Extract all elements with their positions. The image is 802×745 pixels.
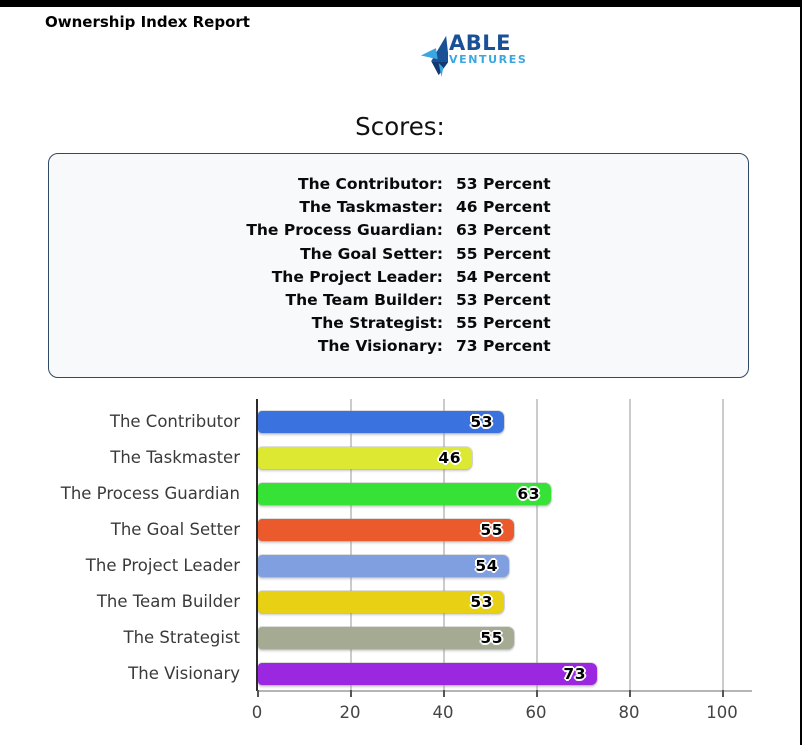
- score-label: The Contributor:: [298, 175, 444, 193]
- chart-x-axis-line: [257, 690, 752, 692]
- top-border: [0, 0, 802, 7]
- score-label: The Process Guardian:: [246, 221, 444, 240]
- scores-table: The Contributor: 53 Percent The Taskmaster…: [246, 173, 550, 359]
- score-row: The Contributor: 53 Percent: [246, 173, 551, 196]
- bar-value-the-process-guardian: 63: [517, 485, 540, 503]
- scores-box: The Contributor: 53 Percent The Taskmaster…: [48, 153, 749, 378]
- x-tick-100: [722, 690, 724, 697]
- score-row: The Process Guardian: 63 Percent: [246, 219, 550, 242]
- score-value: 53 Percent: [456, 175, 551, 193]
- bar-the-team-builder: 53: [258, 591, 504, 613]
- category-label-the-project-leader: The Project Leader: [85, 556, 240, 575]
- chart-category-labels: The Contributor The Taskmaster The Process…: [0, 399, 240, 691]
- logo-subname: VENTURES: [449, 53, 528, 66]
- gridline-40: [443, 399, 445, 691]
- x-tick-label-100: 100: [706, 703, 738, 722]
- category-label-the-team-builder: The Team Builder: [96, 592, 240, 611]
- bar-the-taskmaster: 46: [258, 447, 472, 469]
- category-label-the-taskmaster: The Taskmaster: [110, 448, 240, 467]
- x-tick-60: [536, 690, 538, 697]
- category-label-the-process-guardian: The Process Guardian: [60, 484, 240, 503]
- score-label: The Goal Setter:: [300, 244, 444, 263]
- bar-the-goal-setter: 55: [258, 519, 514, 541]
- score-row: The Team Builder: 53 Percent: [246, 289, 551, 312]
- category-label-the-visionary: The Visionary: [128, 664, 240, 683]
- score-label: The Taskmaster:: [299, 198, 444, 217]
- x-tick-label-60: 60: [525, 703, 547, 722]
- score-label: The Visionary:: [317, 337, 444, 356]
- score-value: 63 Percent: [456, 221, 551, 240]
- bar-value-the-taskmaster: 46: [438, 449, 461, 467]
- bar-value-the-goal-setter: 55: [480, 521, 503, 539]
- bar-value-the-strategist: 55: [480, 629, 503, 647]
- bar-the-strategist: 55: [258, 627, 514, 649]
- bar-value-the-contributor: 53: [470, 413, 493, 431]
- scores-heading: Scores:: [355, 112, 445, 141]
- score-value: 73 Percent: [456, 337, 551, 356]
- gridline-20: [350, 399, 352, 691]
- bar-value-the-visionary: 73: [563, 665, 586, 683]
- x-tick-20: [350, 690, 352, 697]
- gridline-80: [629, 399, 631, 691]
- score-value: 46 Percent: [456, 198, 551, 217]
- score-label: The Strategist:: [311, 314, 444, 333]
- x-tick-label-0: 0: [251, 703, 263, 722]
- chart-y-axis-line: [256, 399, 258, 691]
- x-tick-label-20: 20: [339, 703, 361, 722]
- category-label-the-strategist: The Strategist: [123, 628, 240, 647]
- gridline-100: [722, 399, 724, 691]
- score-row: The Taskmaster: 46 Percent: [246, 196, 550, 219]
- bar-the-visionary: 73: [258, 663, 597, 685]
- score-value: 55 Percent: [456, 314, 551, 333]
- score-value: 53 Percent: [456, 291, 551, 310]
- x-tick-label-40: 40: [432, 703, 454, 722]
- score-row: The Project Leader: 54 Percent: [246, 266, 551, 289]
- score-label: The Team Builder:: [285, 291, 444, 310]
- score-value: 54 Percent: [456, 267, 551, 286]
- score-value: 55 Percent: [456, 244, 551, 263]
- category-label-the-contributor: The Contributor: [109, 412, 240, 431]
- x-tick-label-80: 80: [618, 703, 640, 722]
- right-border: [800, 0, 802, 745]
- bar-value-the-team-builder: 53: [470, 593, 493, 611]
- score-row: The Goal Setter: 55 Percent: [246, 243, 551, 266]
- logo-text: ABLE VENTURES: [449, 31, 528, 67]
- logo-name: ABLE: [449, 31, 511, 55]
- gridline-60: [536, 399, 538, 691]
- score-row: The Strategist: 55 Percent: [246, 312, 551, 335]
- score-row: The Visionary: 73 Percent: [246, 335, 551, 358]
- brand-logo: ABLE VENTURES: [420, 33, 527, 77]
- x-tick-40: [443, 690, 445, 697]
- bird-icon: [420, 35, 448, 77]
- bar-the-contributor: 53: [258, 411, 504, 433]
- score-label: The Project Leader:: [271, 267, 444, 286]
- category-label-the-goal-setter: The Goal Setter: [110, 520, 240, 539]
- x-tick-0: [257, 690, 259, 697]
- bar-value-the-project-leader: 54: [475, 557, 498, 575]
- bar-the-process-guardian: 63: [258, 483, 551, 505]
- page-title: Ownership Index Report: [45, 13, 250, 31]
- x-tick-80: [629, 690, 631, 697]
- bar-the-project-leader: 54: [258, 555, 509, 577]
- chart-plot-area: 53 46 63 55 54 53 55 73: [257, 399, 724, 691]
